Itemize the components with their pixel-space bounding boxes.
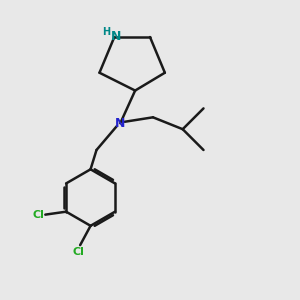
Text: H: H: [102, 27, 110, 37]
Text: N: N: [111, 30, 121, 43]
Text: Cl: Cl: [33, 210, 45, 220]
Text: N: N: [115, 117, 125, 130]
Text: Cl: Cl: [73, 247, 85, 256]
